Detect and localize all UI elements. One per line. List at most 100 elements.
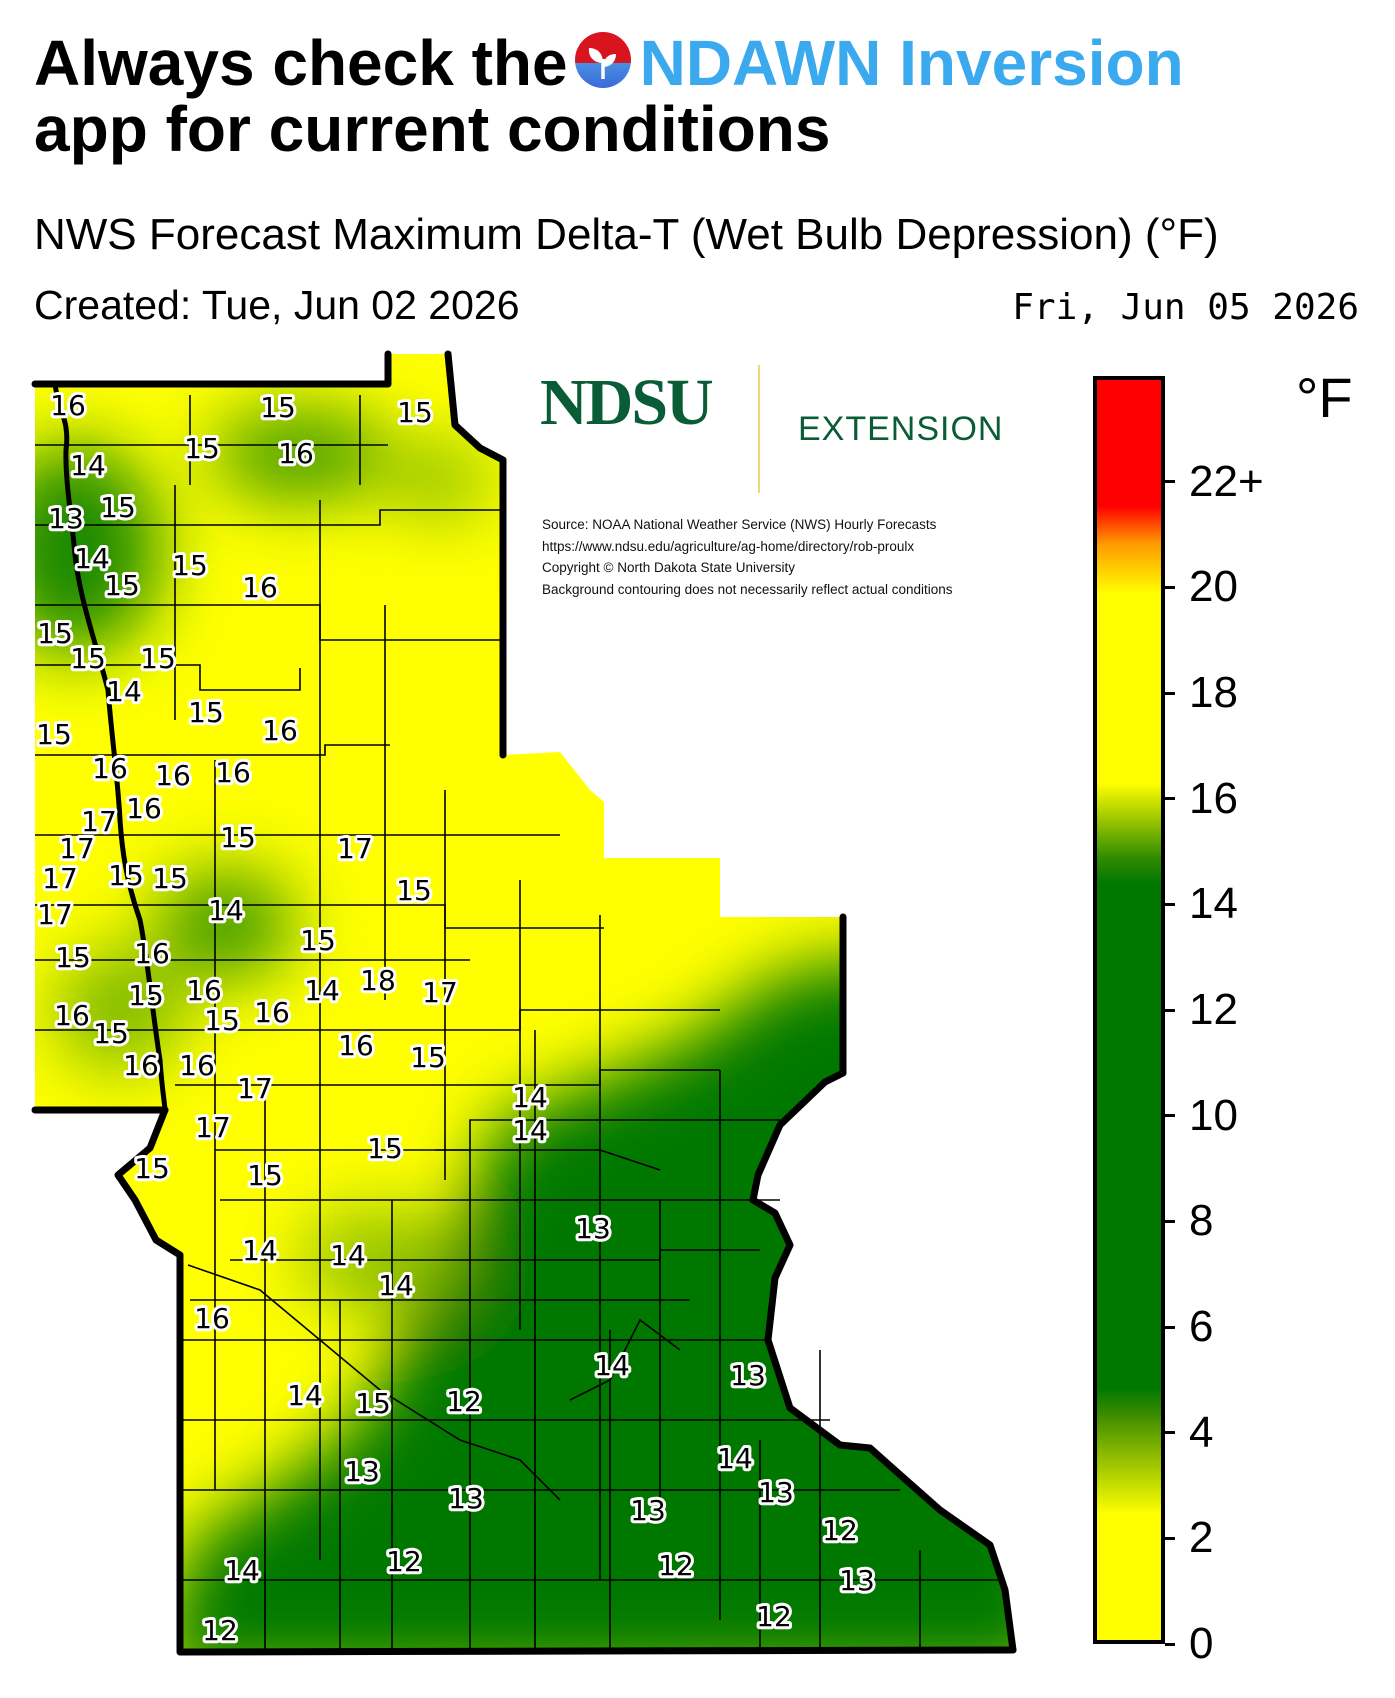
- station-value: 16: [254, 996, 290, 1029]
- station-value: 12: [756, 1600, 792, 1633]
- legend-tick-mark: [1165, 691, 1175, 695]
- legend-tick-mark: [1165, 1536, 1175, 1540]
- station-value: 15: [55, 941, 91, 974]
- station-value: 15: [355, 1387, 391, 1420]
- map-subtitle: NWS Forecast Maximum Delta-T (Wet Bulb D…: [34, 210, 1219, 259]
- station-value: 15: [300, 924, 336, 957]
- station-value: 14: [106, 675, 142, 708]
- ndsu-extension-logo: NDSU EXTENSION: [540, 365, 1002, 493]
- station-value: 15: [70, 642, 106, 675]
- station-value: 14: [224, 1554, 260, 1587]
- station-value: 14: [512, 1114, 548, 1147]
- ndawn-app-icon: [574, 31, 632, 89]
- station-value: 15: [37, 617, 73, 650]
- station-value: 16: [123, 1049, 159, 1082]
- station-value: 17: [195, 1111, 231, 1144]
- station-value: 15: [152, 862, 188, 895]
- station-value: 16: [179, 1049, 215, 1082]
- created-date: Created: Tue, Jun 02 2026: [34, 282, 520, 328]
- station-value: 15: [172, 549, 208, 582]
- legend-tick-label: 0: [1189, 1619, 1214, 1668]
- legend-tick-mark: [1165, 1219, 1175, 1223]
- legend-tick-label: 6: [1189, 1302, 1214, 1351]
- station-value: 15: [108, 859, 144, 892]
- legend-tick-label: 22+: [1189, 456, 1264, 506]
- station-value: 15: [367, 1132, 403, 1165]
- station-value: 15: [100, 491, 136, 524]
- station-value: 17: [37, 898, 73, 931]
- station-value: 14: [74, 542, 110, 575]
- station-value: 16: [92, 752, 128, 785]
- county-lines: [35, 395, 1005, 1652]
- station-value: 15: [184, 432, 220, 465]
- legend-tick-mark: [1165, 1114, 1175, 1118]
- station-value: 17: [422, 976, 458, 1009]
- station-value: 12: [446, 1385, 482, 1418]
- credit-copyright: Copyright © North Dakota State Universit…: [542, 560, 796, 575]
- station-value: 16: [126, 792, 162, 825]
- station-value: 15: [140, 642, 176, 675]
- station-value: 15: [104, 569, 140, 602]
- legend-tick-label: 14: [1189, 879, 1238, 929]
- station-value: 12: [202, 1614, 238, 1647]
- red-river-border: [52, 383, 168, 1111]
- station-value: 16: [50, 389, 86, 422]
- station-value: 14: [208, 894, 244, 927]
- station-value: 17: [59, 832, 95, 865]
- ndawn-app-link[interactable]: NDAWN Inversion: [639, 27, 1184, 99]
- station-value: 16: [262, 714, 298, 747]
- legend-tick-mark: [1165, 902, 1175, 906]
- credit-source: Source: NOAA National Weather Service (N…: [542, 517, 937, 532]
- legend-tick-mark: [1165, 1642, 1175, 1646]
- headline-prefix: Always check the: [34, 27, 568, 99]
- station-value: 16: [186, 974, 222, 1007]
- headline: Always check the NDAWN Inversion app for …: [34, 30, 1374, 162]
- station-value: 13: [730, 1359, 766, 1392]
- station-value: 15: [247, 1159, 283, 1192]
- station-value: 14: [287, 1379, 323, 1412]
- station-value: 15: [204, 1004, 240, 1037]
- legend-tick-label: 4: [1189, 1407, 1214, 1457]
- station-value: 14: [304, 974, 340, 1007]
- station-value: 17: [42, 862, 78, 895]
- station-value: 17: [237, 1072, 273, 1105]
- color-scale-ticks: 0 2 4 6 8 10 12 14 16 18 20 22+: [1165, 376, 1385, 1668]
- station-value: 12: [822, 1514, 858, 1547]
- station-value: 14: [242, 1234, 278, 1267]
- station-value: 13: [448, 1482, 484, 1515]
- logo-divider: [758, 365, 760, 493]
- credit-url: https://www.ndsu.edu/agriculture/ag-home…: [542, 538, 915, 554]
- station-value: 16: [338, 1029, 374, 1062]
- station-value: 15: [260, 391, 296, 424]
- station-value: 17: [337, 832, 373, 865]
- legend-tick-label: 12: [1189, 985, 1238, 1034]
- station-value: 13: [758, 1476, 794, 1509]
- station-value: 15: [134, 1152, 170, 1185]
- station-value: 15: [396, 874, 432, 907]
- station-value: 17: [81, 805, 117, 838]
- station-value: 12: [386, 1545, 422, 1578]
- station-value: 14: [378, 1269, 414, 1302]
- legend-unit: °F: [1296, 366, 1353, 429]
- station-value: 13: [344, 1455, 380, 1488]
- legend-tick-label: 18: [1189, 668, 1238, 717]
- station-value: 16: [155, 759, 191, 792]
- station-value: 16: [194, 1302, 230, 1335]
- station-value: 16: [278, 437, 314, 470]
- station-value: 16: [54, 999, 90, 1032]
- station-value: 15: [93, 1017, 129, 1050]
- legend-tick-mark: [1165, 797, 1175, 801]
- legend-tick-label: 2: [1189, 1513, 1214, 1563]
- station-value: 15: [188, 696, 224, 729]
- legend-tick-label: 10: [1189, 1090, 1238, 1140]
- legend-tick-mark: [1165, 480, 1175, 484]
- credits: Source: NOAA National Weather Service (N…: [542, 514, 953, 600]
- station-value: 13: [630, 1494, 666, 1527]
- credit-disclaimer: Background contouring does not necessari…: [542, 581, 953, 597]
- legend-tick-label: 8: [1189, 1196, 1214, 1246]
- station-value: 18: [360, 964, 396, 997]
- legend-tick-mark: [1165, 1431, 1175, 1435]
- station-value: 15: [220, 821, 256, 854]
